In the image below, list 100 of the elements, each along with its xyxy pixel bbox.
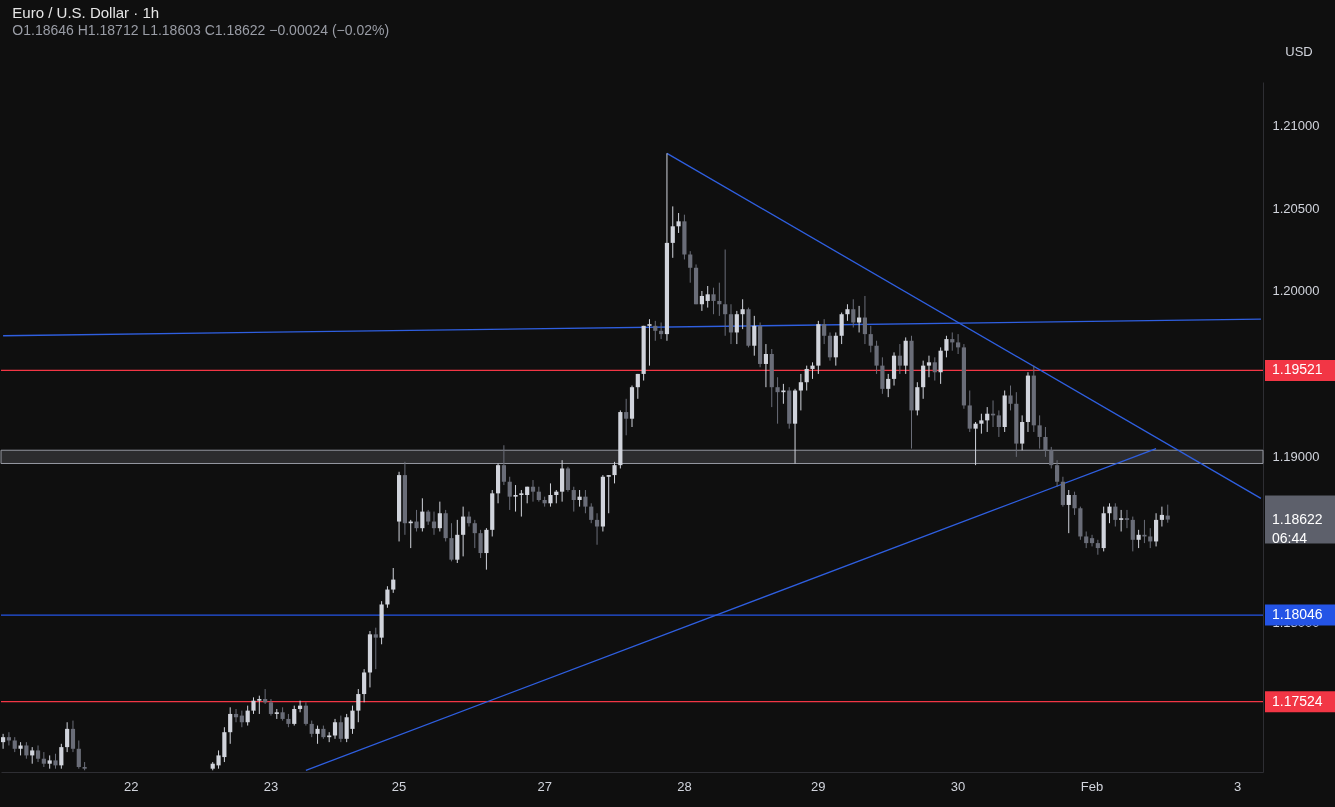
x-tick-label: 25: [391, 778, 407, 794]
candlestick: [35, 744, 41, 763]
candlestick: [59, 743, 64, 770]
candlestick: [414, 509, 419, 532]
candlestick: [530, 479, 536, 503]
candlestick: [740, 298, 745, 330]
candlestick: [956, 333, 961, 355]
candlestick: [484, 527, 489, 571]
candlestick: [1089, 534, 1095, 547]
candlestick: [449, 522, 454, 562]
candlestick: [303, 701, 308, 727]
candlestick: [513, 484, 518, 513]
candlestick: [635, 373, 640, 400]
candlestick: [1037, 414, 1042, 450]
candlestick: [670, 205, 675, 259]
ref-line-label: 1.18622 06:44: [1272, 510, 1323, 546]
candlestick: [1043, 426, 1048, 458]
candlestick: [1066, 489, 1071, 534]
candlestick: [70, 720, 76, 753]
candlestick: [1119, 509, 1124, 532]
candlestick: [228, 706, 233, 745]
x-tick-label: 22: [123, 778, 139, 794]
candlestick: [606, 474, 611, 514]
y-tick-label: 1.20000: [1272, 283, 1320, 299]
candlestick: [728, 303, 734, 345]
candlestick: [1049, 446, 1054, 469]
x-tick-label: 27: [537, 778, 552, 794]
candlestick: [478, 529, 483, 559]
ref-line-label: 1.19521: [1272, 361, 1323, 378]
candlestick: [1130, 516, 1135, 552]
candlestick: [65, 721, 70, 753]
chart-subtitle: O1.18646 H1.18712 L1.18603 C1.18622 −0.00024 (−0.02%): [12, 22, 390, 38]
candlestick: [647, 318, 652, 367]
candlestick: [1159, 506, 1165, 528]
candlestick: [362, 668, 367, 703]
candlestick: [356, 688, 361, 723]
candlestick: [944, 335, 949, 358]
candlestick: [1124, 509, 1130, 529]
candlestick: [461, 506, 466, 557]
candlestick: [257, 695, 262, 715]
candlestick: [851, 298, 856, 328]
candlestick: [391, 567, 396, 594]
candlestick: [315, 725, 320, 745]
candlestick: [1060, 476, 1066, 508]
candlestick: [1020, 414, 1025, 451]
candlestick: [332, 718, 338, 740]
candlestick: [699, 290, 704, 312]
candlestick: [827, 331, 833, 362]
candlestick: [822, 318, 827, 345]
x-tick-label: Feb: [1080, 778, 1104, 794]
x-tick-label: 23: [263, 778, 279, 794]
candlestick: [589, 502, 594, 524]
candlestick: [973, 421, 978, 466]
candlestick: [612, 461, 617, 484]
candlestick: [891, 351, 897, 387]
candlestick: [1113, 502, 1118, 528]
candlestick: [501, 444, 506, 486]
candlestick: [734, 310, 739, 345]
candlestick: [763, 343, 769, 388]
candlestick: [653, 320, 658, 342]
candlestick: [1107, 502, 1112, 524]
candlestick: [594, 512, 600, 546]
candlestick: [519, 489, 524, 518]
candlestick: [723, 249, 728, 337]
candlestick: [711, 287, 716, 315]
candlestick: [76, 739, 81, 770]
candlestick: [472, 519, 477, 549]
candlestick: [967, 390, 972, 433]
candlestick: [862, 295, 868, 345]
candlestick: [292, 705, 297, 727]
candlestick: [979, 413, 984, 435]
candlestick: [804, 365, 809, 392]
candlestick: [548, 482, 553, 508]
y-tick-label: 1.20500: [1272, 200, 1320, 216]
candlestick: [868, 325, 873, 353]
candlestick: [932, 356, 937, 382]
text: USD: [1285, 44, 1313, 59]
candlestick: [41, 751, 46, 768]
candlestick: [886, 373, 891, 398]
candlestick: [833, 331, 838, 367]
candlestick: [583, 489, 588, 514]
candlestick: [565, 466, 571, 493]
candlestick: [437, 501, 442, 532]
candlestick: [921, 360, 926, 400]
candlestick: [705, 285, 710, 309]
candlestick: [1055, 459, 1060, 488]
candlestick: [1095, 539, 1100, 556]
candlestick: [624, 398, 629, 436]
x-tick-label: 30: [950, 778, 966, 794]
x-tick-label: 28: [677, 778, 692, 794]
candlestick: [996, 409, 1001, 438]
candlestick: [915, 381, 920, 416]
candlestick: [874, 340, 879, 375]
candlestick: [839, 312, 844, 345]
x-tick-label: 29: [811, 778, 826, 794]
candlestick: [1072, 491, 1077, 516]
candlestick: [1136, 529, 1141, 549]
chart-title: Euro / U.S. Dollar · 1h: [12, 4, 160, 21]
candlestick: [775, 376, 780, 425]
candlestick: [338, 715, 343, 743]
